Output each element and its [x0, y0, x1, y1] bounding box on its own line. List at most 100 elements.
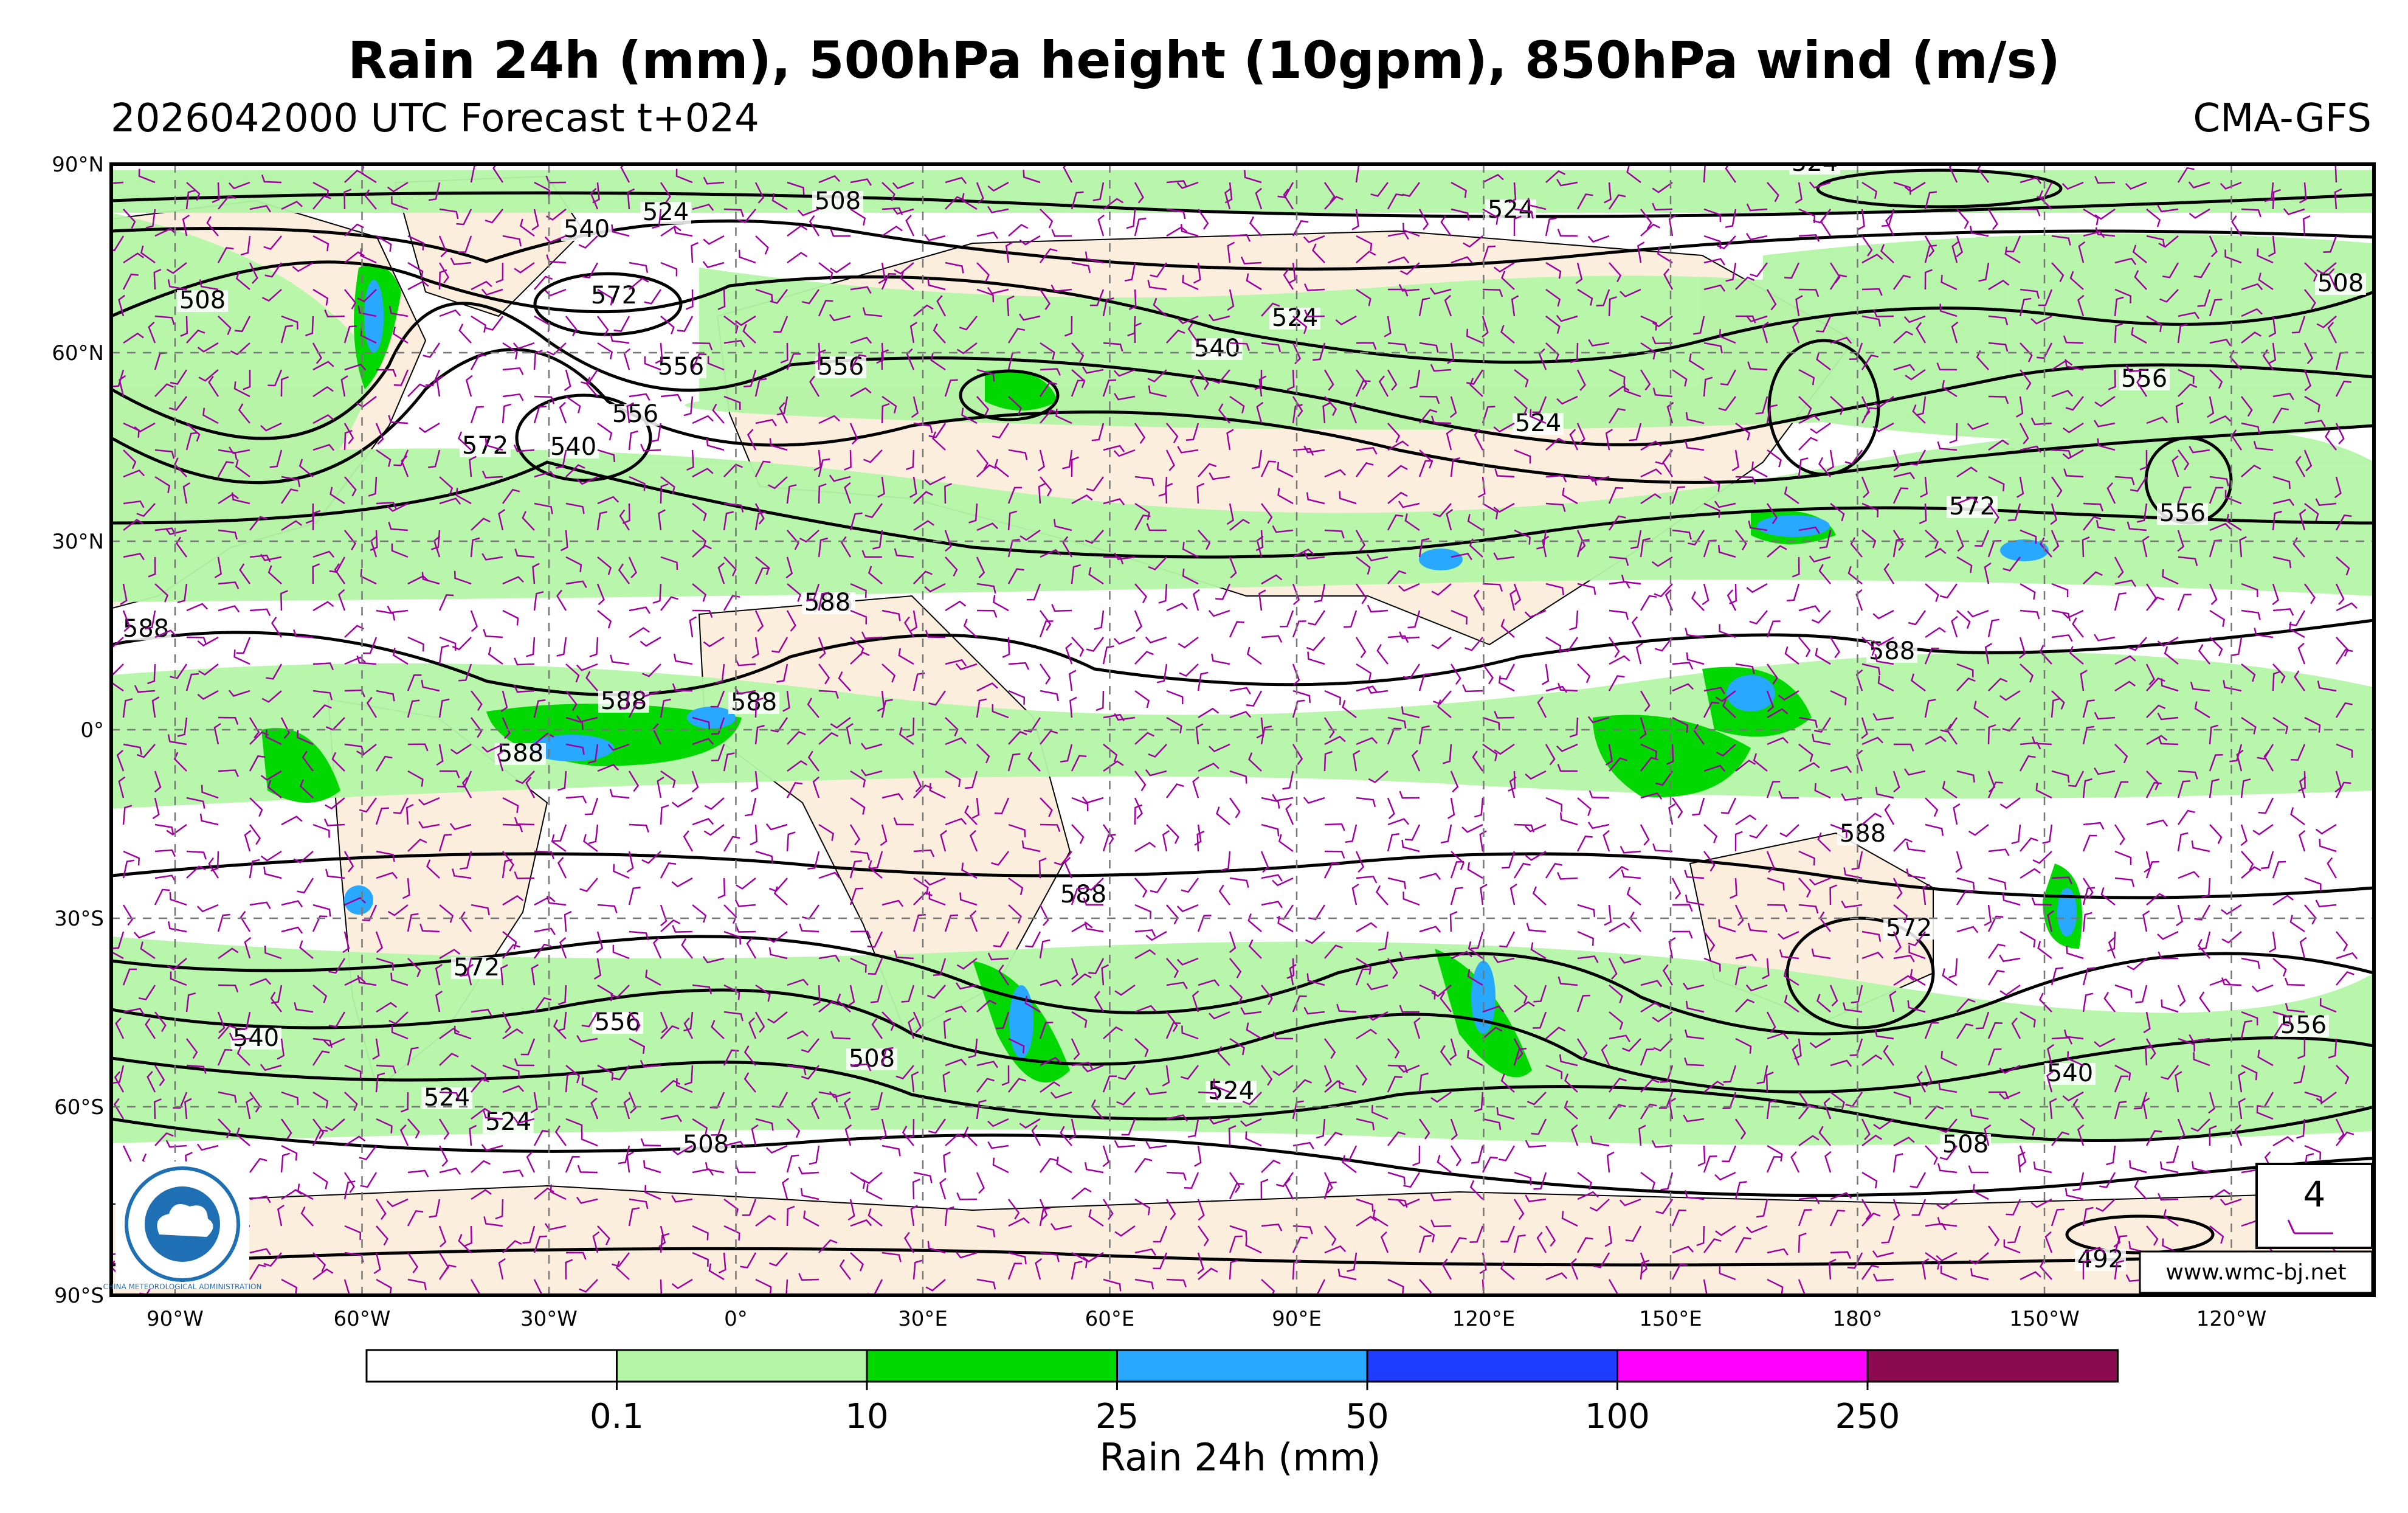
- wind-barb: [393, 797, 409, 814]
- wind-barb: [1166, 180, 1188, 188]
- wind-barb: [2097, 438, 2116, 451]
- wind-barb: [2047, 910, 2055, 932]
- wind-barb: [2146, 704, 2166, 718]
- wind-barb: [2177, 832, 2189, 852]
- wind-barb: [1084, 921, 1104, 933]
- wind-barb: [2114, 288, 2132, 303]
- wind-barb: [1984, 643, 1993, 665]
- wind-barb: [2146, 315, 2162, 333]
- wind-barb: [1912, 404, 1926, 424]
- wind-barb: [2221, 931, 2242, 944]
- contour-line: [111, 219, 2374, 271]
- wind-barb: [2178, 556, 2198, 566]
- wind-barb: [818, 537, 829, 558]
- wind-barb: [2065, 359, 2084, 371]
- wind-barb: [1450, 887, 1463, 905]
- wind-barb: [1533, 985, 1547, 1003]
- wind-barb: [534, 732, 554, 745]
- wind-barb: [1085, 251, 1104, 264]
- wind-barb: [767, 931, 788, 943]
- wind-barb: [629, 261, 649, 273]
- wind-barb: [929, 783, 946, 799]
- wind-barb: [692, 468, 714, 478]
- wind-barb: [692, 503, 707, 521]
- wind-barb: [1545, 1064, 1563, 1079]
- wind-barb: [2272, 556, 2292, 569]
- wind-barb: [186, 865, 206, 879]
- wind-barb: [502, 895, 524, 906]
- wind-barb: [847, 1199, 855, 1221]
- wind-barb: [1314, 583, 1326, 603]
- wind-barb: [754, 697, 764, 718]
- wind-barb: [360, 1172, 378, 1188]
- wind-barb: [565, 1155, 580, 1173]
- wind-barb: [1198, 979, 1220, 986]
- wind-barb: [1102, 645, 1114, 665]
- wind-barb: [2062, 1091, 2084, 1102]
- wind-barb: [878, 262, 886, 284]
- wind-barb: [359, 797, 378, 813]
- wind-barb: [1672, 529, 1692, 540]
- wind-barb: [1380, 1231, 1389, 1253]
- contour-label-background: [1866, 641, 1917, 663]
- wind-barb: [2032, 736, 2052, 746]
- wind-barb: [122, 904, 134, 926]
- wind-barb: [1025, 931, 1041, 948]
- wind-barb: [2190, 1118, 2210, 1132]
- wind-barb: [1734, 831, 1743, 852]
- wind-barb: [723, 315, 739, 334]
- wind-barb: [809, 1145, 820, 1165]
- wind-barb: [1387, 1038, 1400, 1059]
- wind-barb: [755, 288, 773, 302]
- contour-label: 524: [643, 198, 689, 226]
- wind-barb: [1165, 449, 1175, 471]
- wind-barb: [1872, 1250, 1894, 1258]
- wind-barb: [976, 1172, 985, 1194]
- wind-barb: [1451, 851, 1464, 870]
- contour-label-background: [561, 219, 612, 241]
- rain-cell-amazon: [261, 728, 340, 803]
- wind-barb: [964, 1126, 978, 1146]
- wind-barb: [218, 529, 238, 540]
- wind-barb: [167, 958, 187, 971]
- wind-barb: [1446, 508, 1454, 531]
- wind-barb: [1102, 297, 1114, 317]
- wind-barb: [2130, 476, 2148, 492]
- wind-barb: [579, 1279, 598, 1293]
- wind-barb: [1766, 404, 1778, 424]
- wind-barb: [2272, 407, 2289, 424]
- wind-barb: [906, 449, 915, 471]
- wind-barb: [766, 1144, 788, 1154]
- wind-barb: [898, 648, 914, 665]
- wind-barb: [1071, 1061, 1093, 1070]
- wind-barb: [526, 637, 536, 657]
- wind-barb: [2325, 430, 2337, 451]
- wind-barb: [328, 1011, 346, 1028]
- wind-barb: [502, 1085, 525, 1093]
- wind-barb: [1462, 684, 1483, 693]
- wind-barb: [1631, 616, 1642, 638]
- wind-barb: [471, 518, 491, 531]
- wind-barb: [1229, 958, 1242, 978]
- wind-barb: [2162, 1238, 2179, 1254]
- wind-barb: [390, 972, 409, 986]
- wind-barb: [1431, 583, 1452, 596]
- wind-barb: [1672, 1245, 1694, 1254]
- wind-barb: [861, 631, 883, 640]
- wind-barb: [1542, 536, 1550, 558]
- wind-barb: [388, 415, 409, 424]
- wind-barb: [154, 1065, 165, 1087]
- wind-barb: [2106, 482, 2116, 504]
- wind-barb: [1431, 637, 1452, 649]
- wind-barb: [1861, 1212, 1881, 1227]
- contour-label: 524: [1488, 196, 1534, 224]
- wind-barb: [199, 279, 219, 291]
- wind-barb: [994, 797, 1010, 814]
- wind-barb: [533, 997, 552, 1013]
- wind-barb: [944, 530, 952, 552]
- wind-barb: [1071, 1187, 1092, 1200]
- wind-barb: [1324, 1038, 1336, 1059]
- wind-barb: [1292, 1259, 1302, 1280]
- wind-barb: [1798, 904, 1819, 914]
- wind-barb: [2272, 392, 2294, 401]
